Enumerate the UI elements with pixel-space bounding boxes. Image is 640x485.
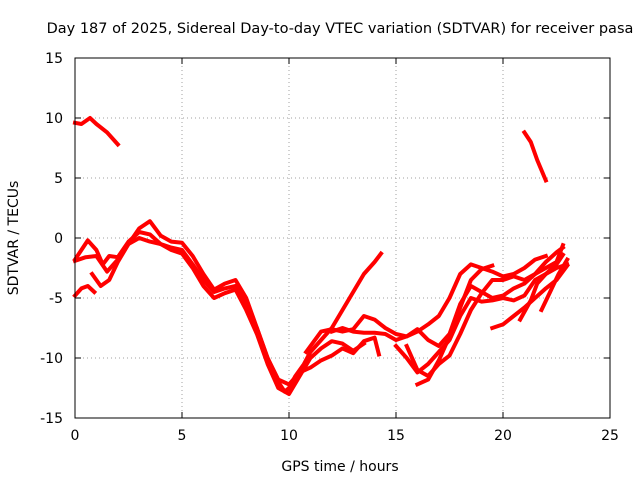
series-line-track-1 (72, 116, 121, 148)
series-line-track-12 (517, 252, 566, 323)
ticks: 0 5 10 15 20 25 -15 -10 -5 0 5 10 15 (40, 51, 619, 444)
y-tick-label: 15 (45, 51, 63, 67)
y-tick-label: -10 (40, 351, 63, 367)
grid (75, 58, 610, 418)
series-group (72, 116, 570, 396)
y-tick-label: 0 (54, 231, 63, 247)
series-line-track-2 (72, 284, 98, 299)
x-tick-label: 15 (387, 428, 405, 444)
series-line-track-5 (89, 219, 382, 387)
x-tick-label: 10 (280, 428, 298, 444)
y-tick-label: -15 (40, 411, 63, 427)
x-tick-label: 25 (601, 428, 619, 444)
x-tick-label: 5 (178, 428, 187, 444)
series-line-track-10 (414, 263, 495, 388)
series-line-track-13 (521, 129, 549, 184)
chart-title: Day 187 of 2025, Sidereal Day-to-day VTE… (47, 21, 634, 37)
y-tick-label: -5 (49, 291, 63, 307)
y-tick-label: 5 (54, 171, 63, 187)
series-line-track-14 (538, 256, 570, 313)
x-tick-label: 20 (494, 428, 512, 444)
series-line-track-3 (72, 230, 384, 394)
y-axis-label: SDTVAR / TECUs (6, 181, 22, 296)
x-tick-label: 0 (71, 428, 80, 444)
x-axis-label: GPS time / hours (281, 459, 398, 475)
series-line-track-8 (393, 261, 570, 375)
y-tick-label: 10 (45, 111, 63, 127)
